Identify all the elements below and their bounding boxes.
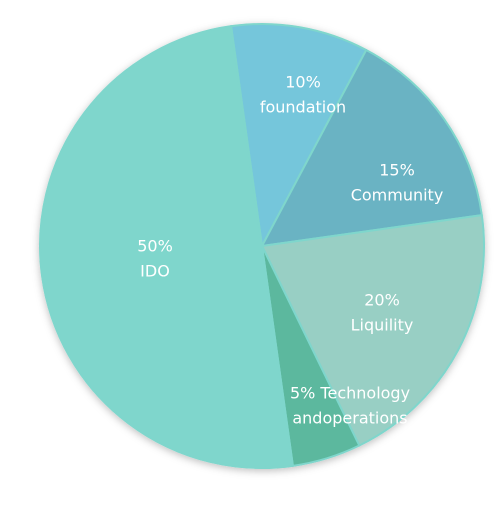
pie-label-technology-andoperations: 5% Technology andoperations [290, 384, 410, 428]
pie-label-line: andoperations [292, 409, 407, 428]
pie-label-liquility: 20% Liquility [351, 291, 414, 335]
pie-label-line: 10% [285, 73, 321, 92]
pie-label-line: Liquility [351, 316, 414, 335]
pie-label-foundation: 10% foundation [260, 73, 346, 117]
pie-slice-ido [38, 25, 294, 469]
pie-label-line: 50% [137, 237, 173, 256]
pie-label-community: 15% Community [351, 161, 444, 205]
pie-slice-liquility [261, 214, 485, 447]
pie-slice-community [261, 48, 483, 247]
pie-label-ido: 50% IDO [137, 237, 173, 281]
pie-label-line: 20% [364, 291, 400, 310]
pie-label-line: Community [351, 186, 444, 205]
pie-slice-foundation [230, 23, 368, 247]
pie-label-line: 5% Technology [290, 384, 410, 403]
pie-labels: 10% foundation 15% Community 20% Liquility 5% … [137, 73, 443, 428]
pie-label-line: foundation [260, 98, 346, 117]
pie-label-line: IDO [140, 262, 170, 281]
pie-label-line: 15% [379, 161, 415, 180]
pie-slices [38, 23, 485, 469]
